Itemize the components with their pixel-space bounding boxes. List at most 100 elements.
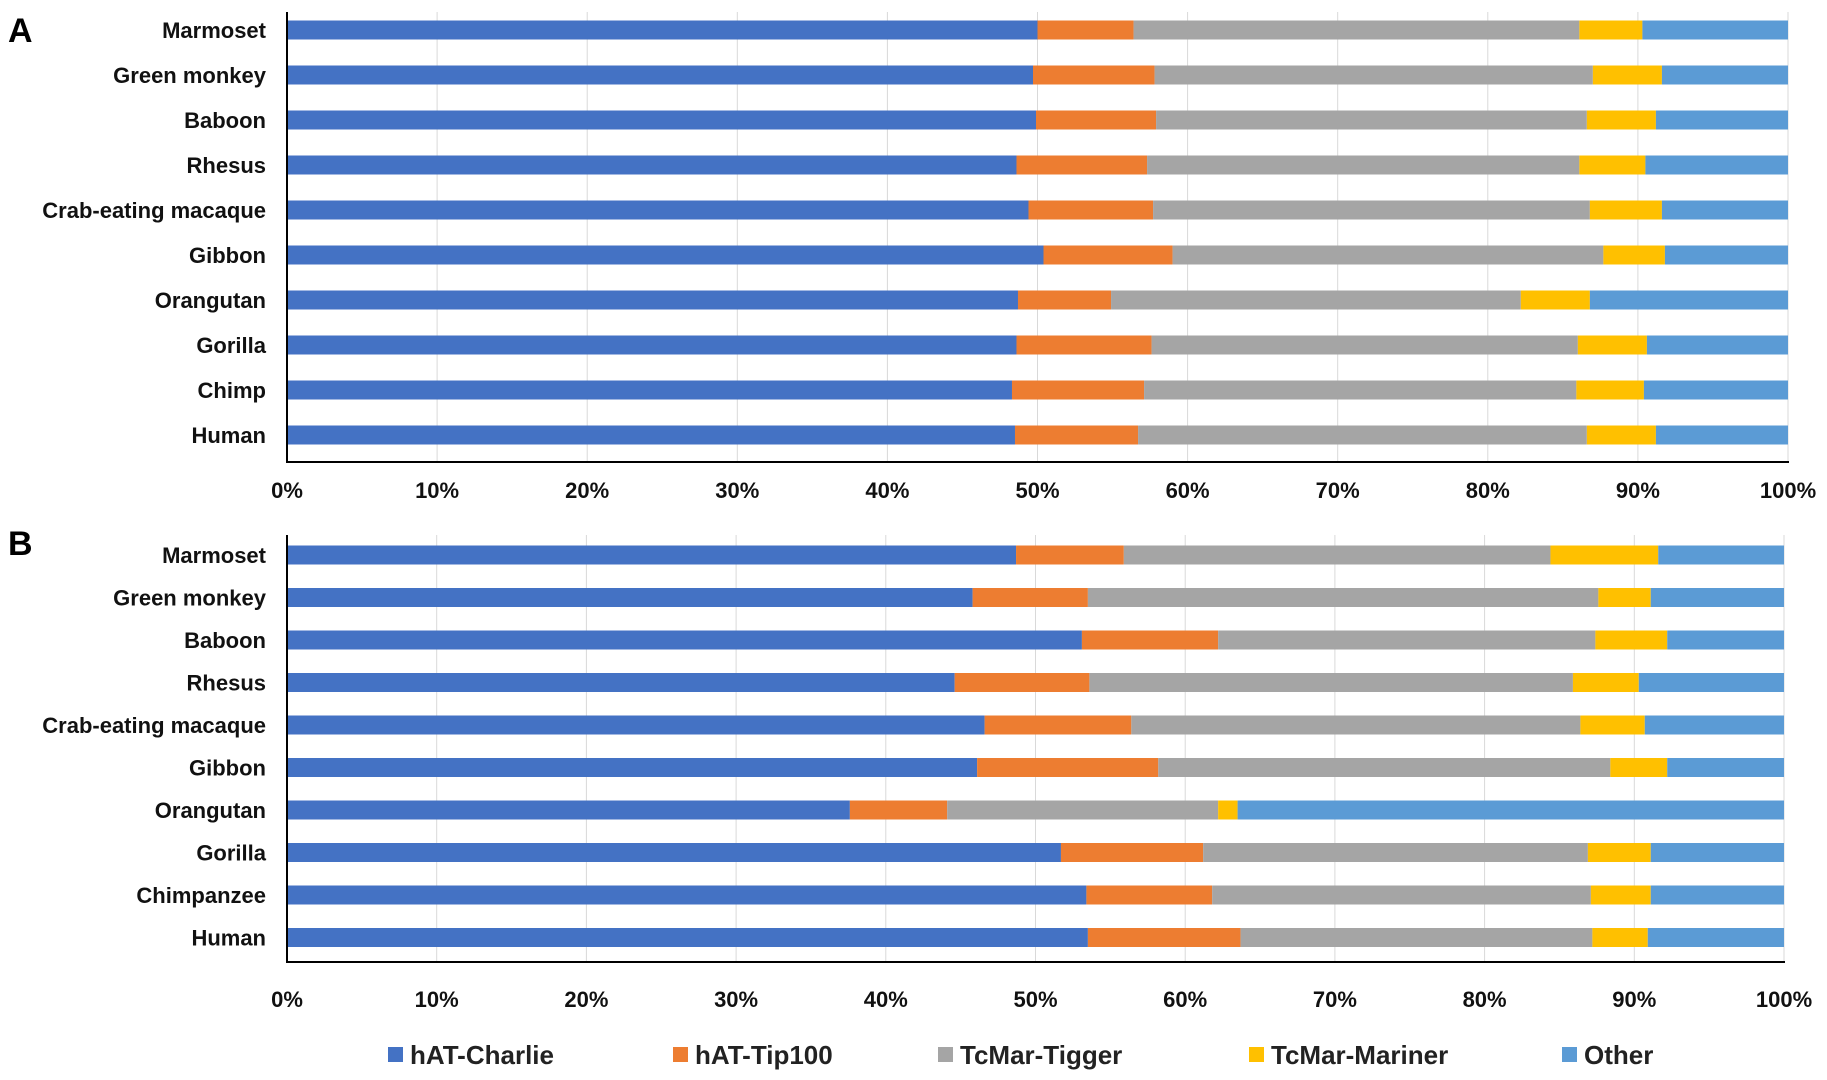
x-tick-label: 100% bbox=[1760, 478, 1816, 503]
bar-segment-hat-charlie-marmoset bbox=[287, 20, 1038, 40]
bar-segment-tcmar-mariner-baboon bbox=[1586, 110, 1656, 130]
category-label-human: Human bbox=[191, 423, 266, 448]
bar-segment-hat-tip100-gibbon bbox=[977, 758, 1159, 777]
bar-segment-tcmar-tigger-gibbon bbox=[1172, 245, 1604, 265]
bar-segment-other-marmoset bbox=[1642, 20, 1788, 40]
bar-segment-tcmar-mariner-rhesus bbox=[1572, 673, 1639, 692]
legend-swatch-hat-charlie bbox=[388, 1047, 403, 1062]
x-tick-label: 60% bbox=[1163, 987, 1207, 1012]
bar-segment-tcmar-mariner-human bbox=[1592, 928, 1648, 947]
bar-segment-tcmar-tigger-gorilla bbox=[1203, 843, 1588, 862]
bar-segment-tcmar-tigger-chimpanzee bbox=[1212, 885, 1591, 905]
bar-segment-hat-tip100-gorilla bbox=[1060, 843, 1204, 862]
category-label-crab-eating-macaque: Crab-eating macaque bbox=[42, 198, 266, 223]
bar-segment-hat-tip100-marmoset bbox=[1016, 545, 1124, 565]
category-label-crab-eating-macaque: Crab-eating macaque bbox=[42, 713, 266, 738]
legend-swatch-other bbox=[1562, 1047, 1577, 1062]
bar-segment-tcmar-tigger-chimp bbox=[1144, 380, 1577, 400]
category-label-baboon: Baboon bbox=[184, 108, 266, 133]
x-tick-label: 20% bbox=[565, 478, 609, 503]
bar-segment-tcmar-mariner-chimp bbox=[1576, 380, 1644, 400]
x-tick-label: 50% bbox=[1013, 987, 1057, 1012]
bar-segment-hat-charlie-green-monkey bbox=[287, 588, 973, 607]
x-tick-label: 0% bbox=[271, 478, 303, 503]
x-tick-label: 10% bbox=[415, 987, 459, 1012]
bar-segment-other-marmoset bbox=[1658, 545, 1784, 565]
bar-segment-hat-charlie-baboon bbox=[287, 110, 1036, 130]
bar-segment-tcmar-tigger-gorilla bbox=[1151, 335, 1578, 355]
bar-segment-other-gorilla bbox=[1650, 843, 1784, 862]
bar-segment-tcmar-tigger-orangutan bbox=[1111, 290, 1521, 310]
bar-segment-tcmar-tigger-rhesus bbox=[1089, 673, 1573, 692]
bar-segment-hat-tip100-baboon bbox=[1035, 110, 1157, 130]
bar-segment-hat-charlie-gibbon bbox=[287, 758, 978, 777]
bar-segment-hat-tip100-rhesus bbox=[954, 673, 1090, 692]
category-label-marmoset: Marmoset bbox=[162, 543, 267, 568]
bar-segment-hat-charlie-chimpanzee bbox=[287, 885, 1087, 905]
category-label-gibbon: Gibbon bbox=[189, 243, 266, 268]
bar-segment-hat-charlie-gibbon bbox=[287, 245, 1044, 265]
bar-segment-other-orangutan bbox=[1589, 290, 1788, 310]
category-label-human: Human bbox=[191, 926, 266, 951]
bar-segment-tcmar-mariner-human bbox=[1586, 425, 1656, 445]
bar-segment-other-green-monkey bbox=[1661, 65, 1788, 85]
x-tick-label: 40% bbox=[865, 478, 909, 503]
bar-segment-other-baboon bbox=[1655, 110, 1788, 130]
bar-segment-tcmar-mariner-rhesus bbox=[1579, 155, 1646, 175]
bar-segment-tcmar-mariner-gorilla bbox=[1587, 843, 1651, 862]
bar-segment-hat-tip100-human bbox=[1087, 928, 1241, 947]
bar-segment-hat-tip100-orangutan bbox=[849, 800, 948, 820]
bar-segment-other-chimpanzee bbox=[1650, 885, 1784, 905]
x-tick-label: 60% bbox=[1166, 478, 1210, 503]
category-label-gorilla: Gorilla bbox=[196, 333, 266, 358]
bar-segment-tcmar-tigger-green-monkey bbox=[1087, 588, 1599, 607]
category-label-chimpanzee: Chimpanzee bbox=[136, 883, 266, 908]
bar-segment-hat-tip100-baboon bbox=[1081, 630, 1219, 650]
bar-segment-tcmar-mariner-gorilla bbox=[1577, 335, 1647, 355]
bar-segment-other-green-monkey bbox=[1650, 588, 1784, 607]
bar-segment-hat-tip100-crab-eating-macaque bbox=[1028, 200, 1154, 220]
legend-swatch-tcmar-mariner bbox=[1249, 1047, 1264, 1062]
bar-segment-hat-tip100-marmoset bbox=[1037, 20, 1134, 40]
legend-swatch-tcmar-tigger bbox=[938, 1047, 953, 1062]
bar-segment-hat-tip100-human bbox=[1014, 425, 1139, 445]
bar-segment-tcmar-mariner-gibbon bbox=[1603, 245, 1665, 265]
bar-segment-tcmar-tigger-crab-eating-macaque bbox=[1131, 715, 1581, 735]
bar-segment-tcmar-tigger-orangutan bbox=[947, 800, 1219, 820]
bar-segment-tcmar-mariner-baboon bbox=[1595, 630, 1668, 650]
category-label-chimp: Chimp bbox=[198, 378, 266, 403]
legend: hAT-Charlie hAT-Tip100 TcMar-Tigger TcMar-M… bbox=[388, 1040, 1653, 1070]
panel-a-chart: A 0% 10% 20% 30% 40% 50% 60% 70% 80% 90% 100% Marmo… bbox=[8, 12, 1816, 503]
legend-label-hat-charlie: hAT-Charlie bbox=[410, 1040, 554, 1070]
bar-segment-hat-charlie-crab-eating-macaque bbox=[287, 200, 1029, 220]
category-label-baboon: Baboon bbox=[184, 628, 266, 653]
x-tick-label: 30% bbox=[715, 478, 759, 503]
bar-segment-hat-charlie-gorilla bbox=[287, 335, 1017, 355]
bar-segment-tcmar-mariner-chimpanzee bbox=[1590, 885, 1651, 905]
category-label-marmoset: Marmoset bbox=[162, 18, 267, 43]
legend-label-tcmar-mariner: TcMar-Mariner bbox=[1271, 1040, 1448, 1070]
bar-segment-other-gorilla bbox=[1646, 335, 1788, 355]
bar-segment-other-human bbox=[1647, 928, 1784, 947]
bar-segment-hat-charlie-orangutan bbox=[287, 800, 850, 820]
x-tick-label: 30% bbox=[714, 987, 758, 1012]
category-label-green-monkey: Green monkey bbox=[113, 63, 267, 88]
panel-a-letter: A bbox=[8, 12, 33, 50]
category-label-gorilla: Gorilla bbox=[196, 841, 266, 866]
x-tick-label: 20% bbox=[564, 987, 608, 1012]
bar-segment-hat-charlie-green-monkey bbox=[287, 65, 1033, 85]
bar-segment-tcmar-tigger-baboon bbox=[1218, 630, 1596, 650]
bar-segment-tcmar-tigger-rhesus bbox=[1147, 155, 1580, 175]
bar-segment-hat-charlie-rhesus bbox=[287, 673, 955, 692]
bar-segment-tcmar-tigger-gibbon bbox=[1158, 758, 1611, 777]
x-tick-label: 10% bbox=[415, 478, 459, 503]
bar-segment-tcmar-tigger-marmoset bbox=[1123, 545, 1551, 565]
bar-segment-tcmar-mariner-marmoset bbox=[1550, 545, 1659, 565]
legend-swatch-hat-tip100 bbox=[673, 1047, 688, 1062]
bar-segment-other-gibbon bbox=[1667, 758, 1784, 777]
bar-segment-hat-tip100-rhesus bbox=[1016, 155, 1148, 175]
panel-b-chart: B 0% 10% 20% 30% 40% 50% 60% 70% 80% 90% 100% Marmo… bbox=[8, 525, 1812, 1012]
bar-segment-hat-tip100-orangutan bbox=[1017, 290, 1112, 310]
bar-segment-other-gibbon bbox=[1664, 245, 1788, 265]
